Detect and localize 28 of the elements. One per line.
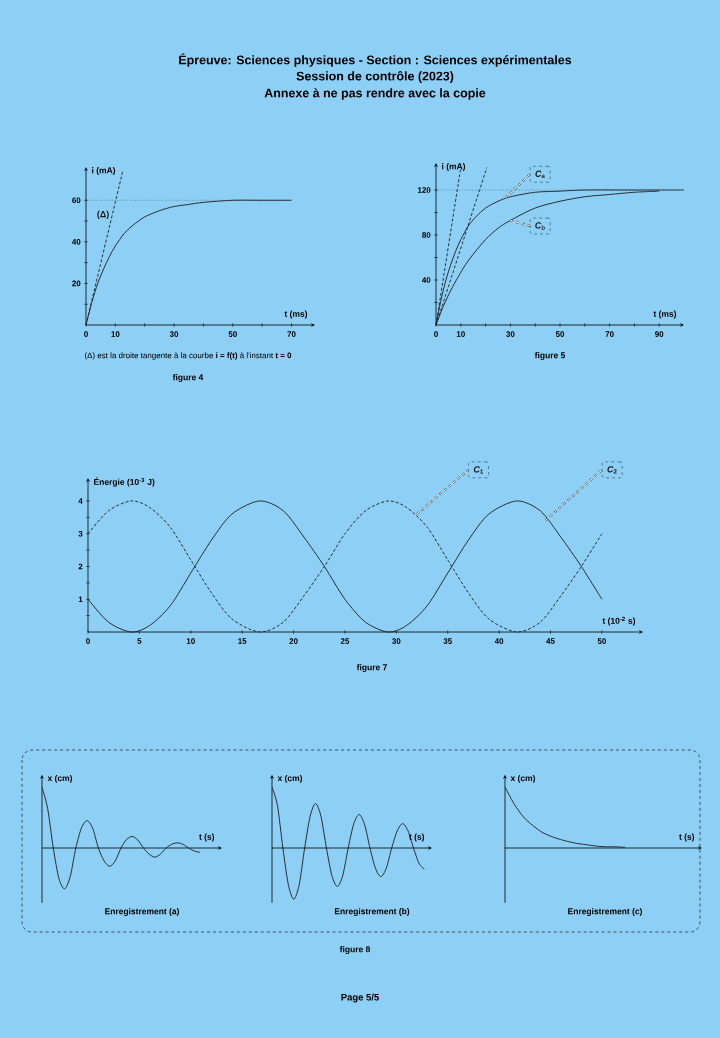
caption: figure 8	[339, 946, 371, 954]
series-label: C$_{b}$	[535, 222, 545, 230]
series-label: C$_{a}$	[535, 170, 545, 178]
caption: figure 4	[172, 374, 204, 382]
y-axis-title: x (cm)	[47, 774, 73, 783]
text: Enregistrement (b)	[334, 908, 410, 916]
x-axis-title: t (ms)	[653, 310, 677, 319]
y-axis-title: i (mA)	[92, 167, 116, 175]
x-axis-title: t (ms)	[284, 310, 308, 319]
text: Page 5/5	[341, 993, 379, 1003]
series-label: (Δ)	[97, 210, 109, 220]
text: C$_{1}$	[473, 466, 484, 474]
y-axis-title: Énergie (10$^{-3}$ J)	[94, 477, 155, 487]
y-axis-title: i (mA)	[442, 163, 466, 171]
text: Session de contrôle (2023)	[296, 71, 454, 83]
caption: figure 7	[356, 664, 387, 672]
text: Enregistrement (a)	[105, 908, 179, 916]
text: Épreuve: Sciences physiques - Section : Sciences expérimentales	[179, 53, 572, 67]
x-axis-title: t (s)	[409, 833, 425, 842]
x-axis-title: t (s)	[199, 833, 215, 842]
x-axis-title: t (s)	[679, 833, 695, 842]
text: Annexe à ne pas rendre avec la copie	[264, 88, 486, 100]
text: C$_{2}$	[607, 466, 617, 474]
text: Enregistrement (c)	[568, 908, 642, 916]
x-axis-title: t (10$^{-2}$ s)	[602, 616, 636, 626]
caption: figure 5	[534, 352, 566, 360]
y-axis-title: x (cm)	[510, 774, 536, 783]
y-axis-title: x (cm)	[277, 774, 303, 783]
